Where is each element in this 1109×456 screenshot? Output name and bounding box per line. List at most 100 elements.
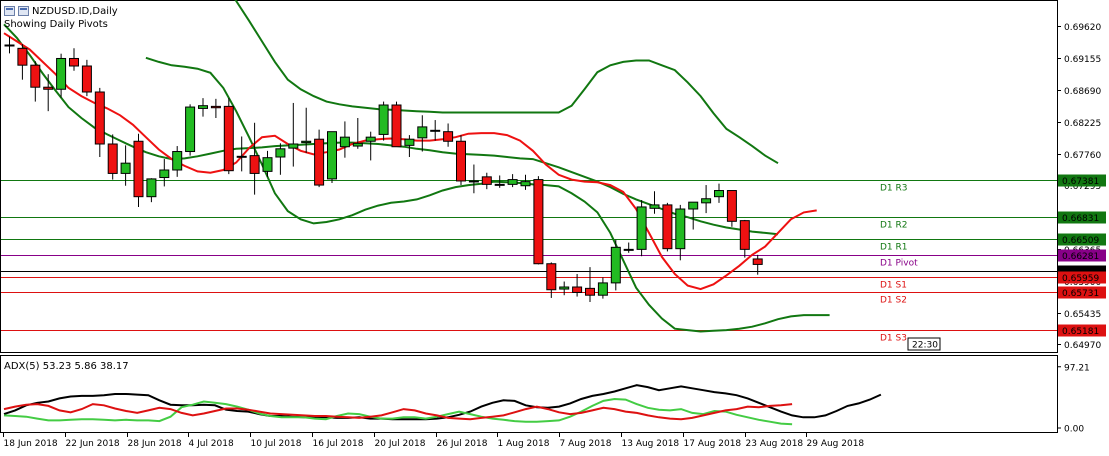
candle <box>43 74 54 112</box>
level-price-text: 0.66831 <box>1062 214 1099 224</box>
date-tick-label: 23 Aug 2018 <box>746 439 804 449</box>
level-price-box <box>1058 249 1106 262</box>
candle-body <box>430 129 441 132</box>
candle <box>30 61 41 102</box>
candle <box>107 134 118 180</box>
level-label: D1 R2 <box>880 221 908 231</box>
candle-body <box>107 143 118 174</box>
candle <box>185 104 196 156</box>
candle-body <box>185 106 196 153</box>
candle-body <box>288 143 299 149</box>
date-tick-label: 17 Aug 2018 <box>684 439 742 449</box>
candle-body <box>456 140 466 182</box>
candles <box>4 36 763 303</box>
date-tick-label: 10 Jul 2018 <box>251 439 302 449</box>
price-axis: 0.69620 0.69155 0.68690 0.68225 0.67760 0.672… <box>907 23 1101 351</box>
candle <box>494 175 505 188</box>
candle-body <box>120 162 131 174</box>
candle-body <box>533 179 544 265</box>
candle-body <box>572 286 583 293</box>
clock-badge <box>907 337 941 351</box>
candle-body <box>688 201 699 210</box>
level-price-box <box>1058 271 1106 284</box>
candle <box>288 102 299 167</box>
price-tick-label: 0.68690 <box>1064 87 1101 97</box>
date-tick-label: 7 Aug 2018 <box>560 439 612 449</box>
candle-body <box>339 136 350 148</box>
candle <box>688 201 699 230</box>
candle-body <box>210 105 221 109</box>
candle <box>572 274 583 297</box>
date-tick-label: 29 Aug 2018 <box>807 439 865 449</box>
date-tick-label: 4 Jul 2018 <box>189 439 234 449</box>
indicator-pane-frame <box>0 355 1058 433</box>
candle-body <box>597 282 608 296</box>
candle-body <box>172 151 183 171</box>
candle-body <box>81 65 92 93</box>
candle-body <box>4 44 15 47</box>
adx-indicator: 97.21 0.00 <box>3 363 1090 435</box>
candle <box>404 135 415 157</box>
candle <box>327 131 337 183</box>
candle-body <box>262 157 273 172</box>
level-label: D1 Pivot <box>880 259 918 269</box>
adx-label: ADX(5) 53.23 5.86 38.17 <box>4 361 129 372</box>
level-label: D1 R3 <box>880 184 908 194</box>
level-label: D1 S3 <box>880 334 907 344</box>
candle <box>146 178 157 203</box>
window-icon-2[interactable] <box>18 6 29 16</box>
candle <box>675 204 686 261</box>
window-icon[interactable] <box>4 6 15 16</box>
candle-body <box>546 263 557 291</box>
level-label: D1 S2 <box>880 296 907 306</box>
candle <box>468 164 479 194</box>
date-tick-label: 28 Jun 2018 <box>128 439 182 449</box>
candle <box>133 133 144 207</box>
candle-body <box>417 126 428 139</box>
candle <box>533 176 544 265</box>
upper-band <box>234 0 779 165</box>
chart-title: NZDUSD.ID,Daily <box>4 3 118 19</box>
level-price-box <box>1058 324 1106 337</box>
candle <box>4 36 15 54</box>
price-tick-label: 0.67760 <box>1064 151 1101 161</box>
candle-body <box>649 204 660 209</box>
candle <box>610 239 621 291</box>
candle-body <box>69 57 79 67</box>
candle <box>262 150 273 177</box>
candle <box>69 48 79 71</box>
candle-body <box>56 57 67 90</box>
candle-body <box>585 287 595 296</box>
time-axis: 18 Jun 2018 22 Jun 2018 28 Jun 2018 4 Jul 2… <box>3 433 865 449</box>
level-price-text: 0.67381 <box>1062 177 1099 187</box>
main-pane-frame <box>0 0 1058 353</box>
level-label: D1 S1 <box>880 281 907 291</box>
candle <box>752 254 763 275</box>
candle <box>417 115 428 152</box>
candle <box>94 87 105 157</box>
adx-series-line <box>3 384 882 421</box>
level-price-box <box>1058 211 1106 224</box>
level-price-text: 0.65959 <box>1062 274 1099 284</box>
candle <box>198 98 208 117</box>
candle-body <box>443 131 454 142</box>
candle <box>559 281 570 296</box>
candle-body <box>378 104 389 135</box>
date-tick-label: 22 Jun 2018 <box>66 439 120 449</box>
adx-series-line <box>3 403 793 421</box>
candle <box>352 118 363 149</box>
candle <box>56 53 67 98</box>
adx-series-line <box>3 397 793 426</box>
candle <box>507 174 518 188</box>
level-label: D1 R1 <box>880 243 908 253</box>
candle-body <box>223 105 234 172</box>
candle <box>649 191 660 214</box>
candle <box>456 135 466 186</box>
candle <box>662 202 673 252</box>
pivot-levels: D1 R3 D1 R2 D1 R1 D1 Pivot D1 S1 D1 S2 D1 S3 <box>1 180 1057 344</box>
candle-body <box>520 181 531 187</box>
candle <box>623 242 634 253</box>
candle-body <box>481 176 492 185</box>
candle <box>597 277 608 299</box>
